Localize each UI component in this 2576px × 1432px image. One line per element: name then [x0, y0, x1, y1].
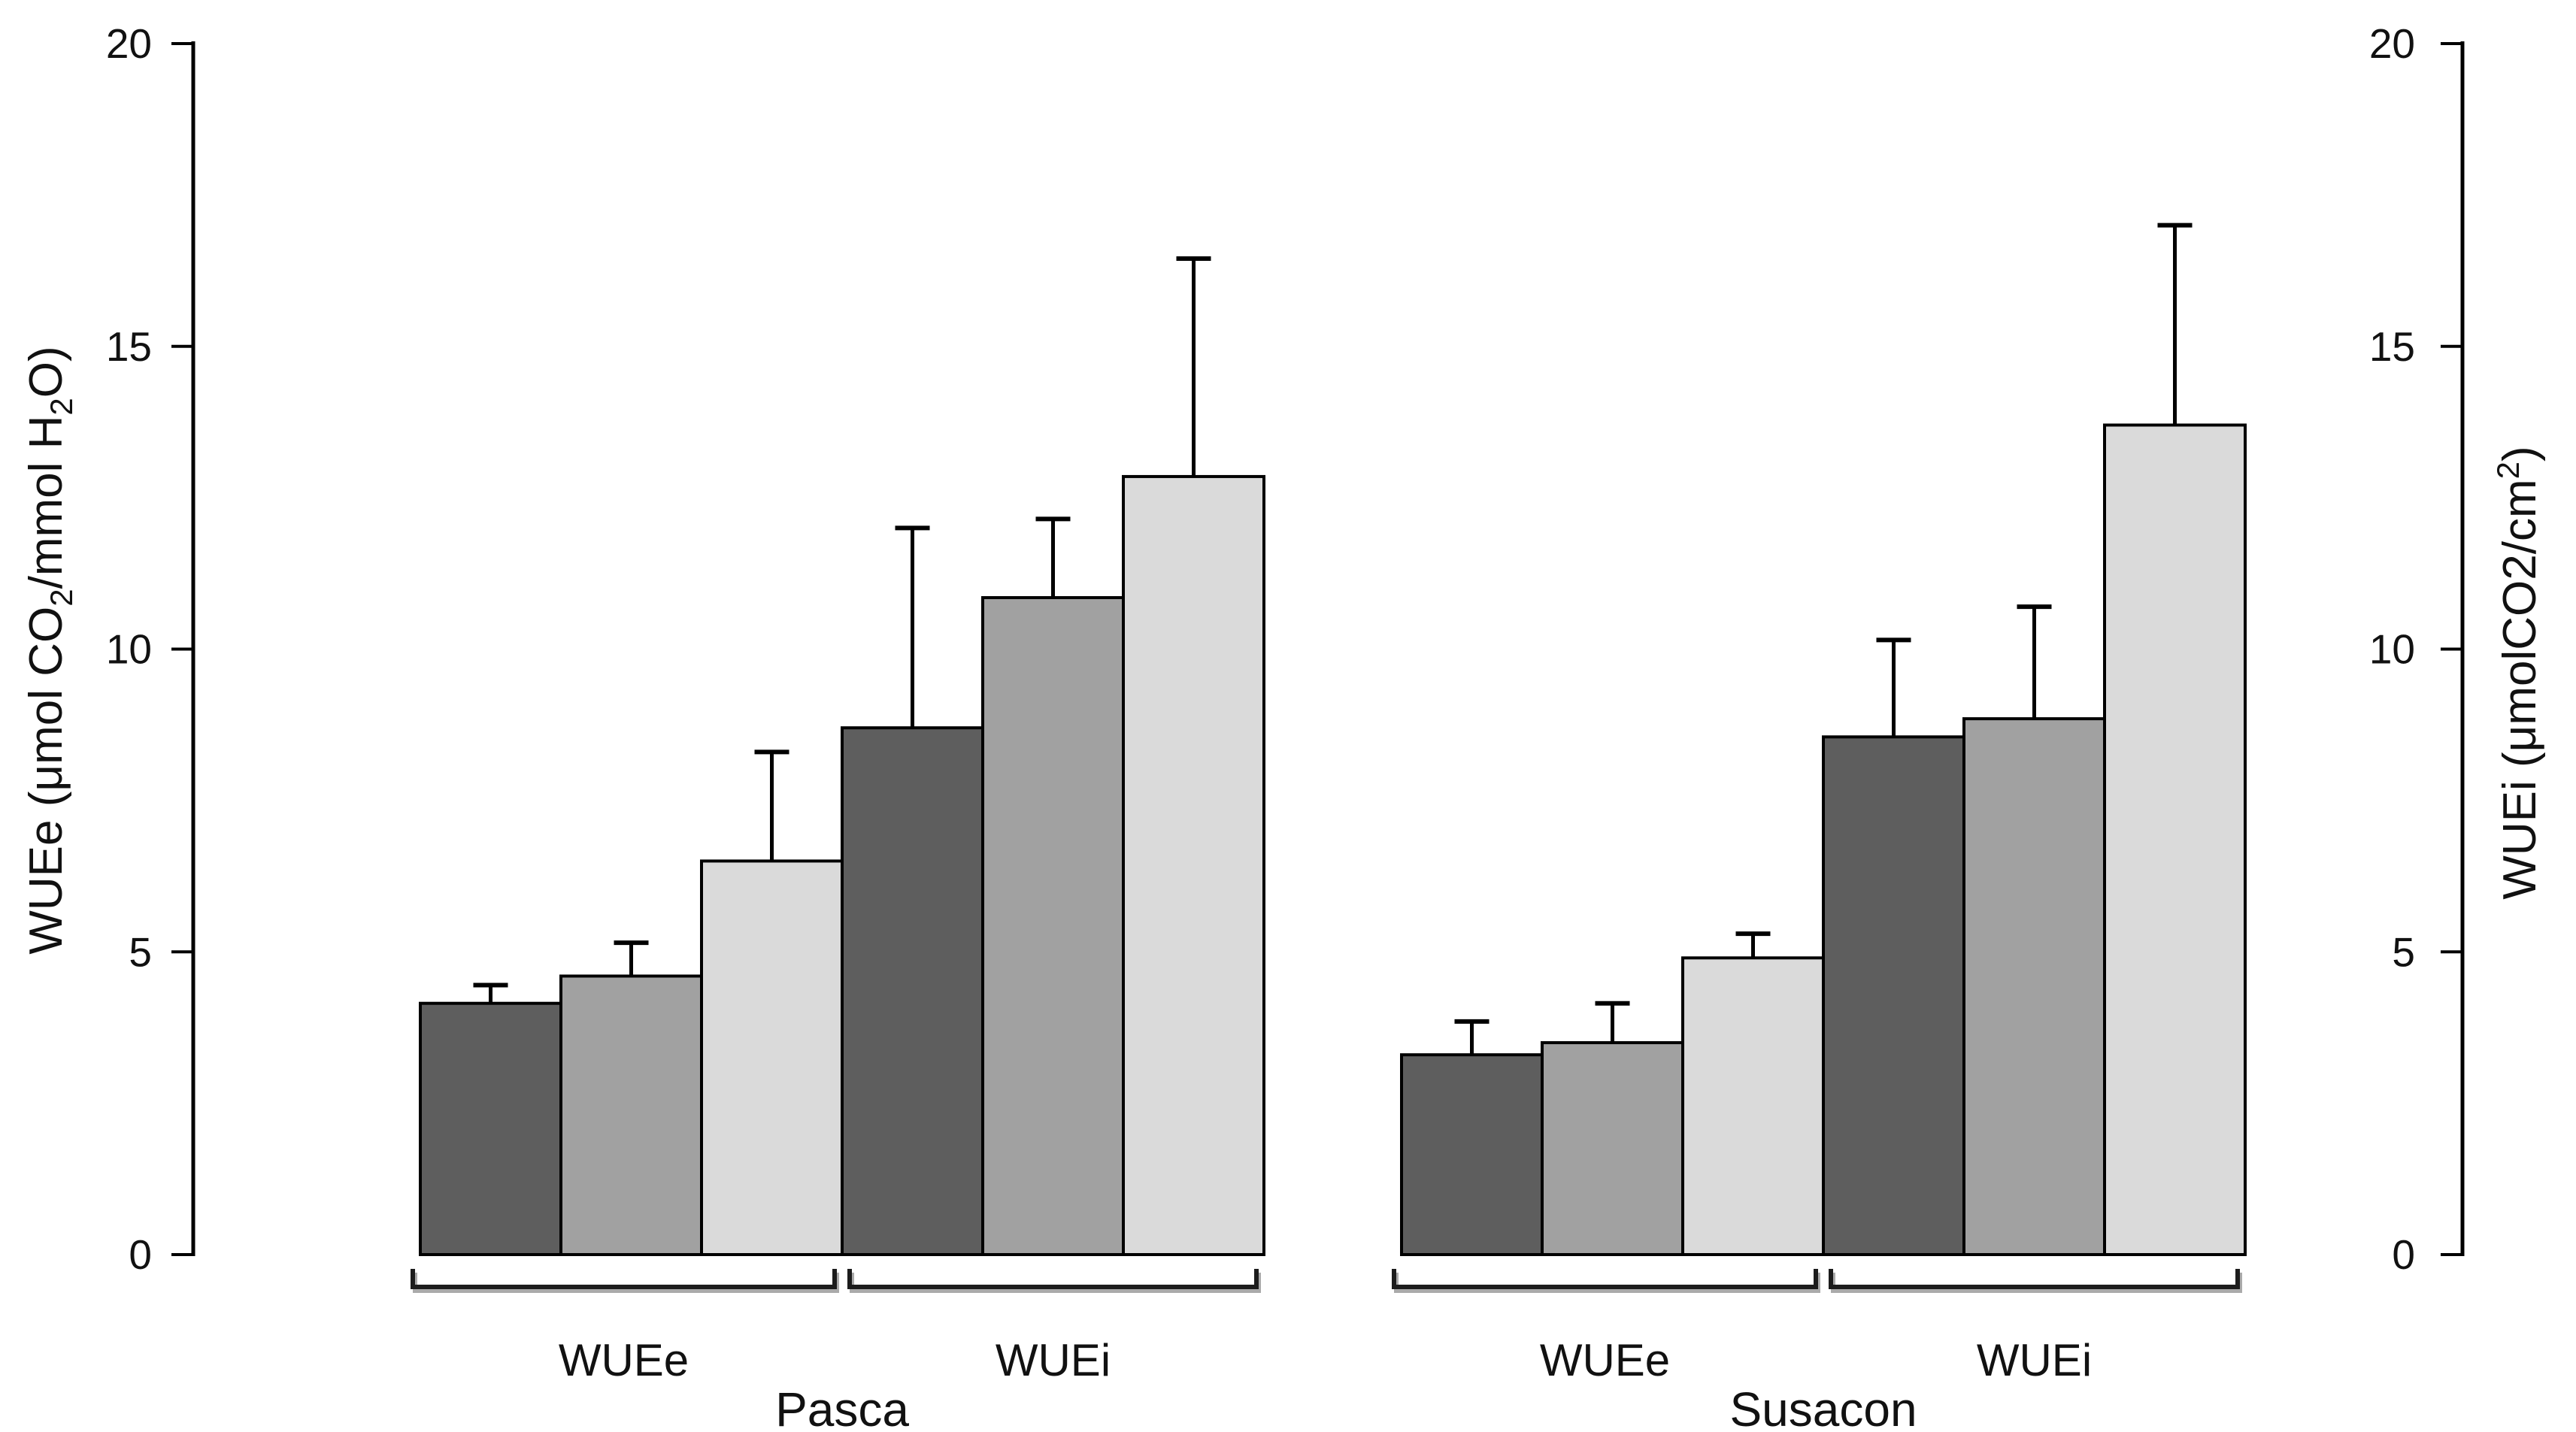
bar-susacon-wuee-mid-gray — [1541, 1041, 1684, 1256]
bar-susacon-wuee-dark-gray — [1400, 1053, 1544, 1257]
y-axis-right-tick-label: 20 — [2369, 20, 2415, 67]
cluster-bracket — [847, 1269, 1259, 1289]
group-label-susacon: Susacon — [1729, 1382, 1917, 1432]
bar-susacon-wuei-mid-gray — [1962, 717, 2106, 1256]
bar-pasca-wuei-mid-gray — [981, 596, 1125, 1256]
y-axis-right-tick-label: 10 — [2369, 626, 2415, 673]
y-axis-left-title: WUEe (μmol CO2​/mmol H2​O) — [20, 346, 79, 954]
cluster-label-wuei: WUEi — [996, 1335, 1111, 1385]
bar-susacon-wuee-light-gray — [1681, 956, 1825, 1257]
bar-pasca-wuee-light-gray — [700, 859, 844, 1257]
y-axis-left-tick-label: 15 — [106, 323, 152, 370]
y-axis-right-tick-label: 0 — [2392, 1231, 2415, 1278]
bar-pasca-wuee-dark-gray — [419, 1001, 562, 1257]
bar-pasca-wuei-light-gray — [1122, 474, 1265, 1256]
cluster-bracket — [1392, 1269, 1818, 1289]
y-axis-left-tick-label: 20 — [106, 20, 152, 67]
y-axis-right-tick-label: 5 — [2392, 928, 2415, 975]
bar-pasca-wuei-dark-gray — [841, 726, 984, 1256]
bar-pasca-wuee-mid-gray — [559, 974, 703, 1256]
cluster-label-wuee: WUEe — [559, 1335, 689, 1385]
group-label-pasca: Pasca — [775, 1382, 909, 1432]
y-axis-left-tick-label: 5 — [129, 928, 152, 975]
y-axis-right-title: WUEi (μmolCO2/cm2​) — [2490, 446, 2546, 899]
bar-susacon-wuei-light-gray — [2103, 423, 2247, 1257]
cluster-label-wuee: WUEe — [1540, 1335, 1670, 1385]
y-axis-left-tick-label: 0 — [129, 1231, 152, 1278]
bar-susacon-wuei-dark-gray — [1822, 735, 1965, 1256]
y-axis-left-tick-label: 10 — [106, 626, 152, 673]
cluster-label-wuei: WUEi — [1977, 1335, 2092, 1385]
cluster-bracket — [1829, 1269, 2240, 1289]
cluster-bracket — [411, 1269, 837, 1289]
y-axis-right-tick-label: 15 — [2369, 323, 2415, 370]
